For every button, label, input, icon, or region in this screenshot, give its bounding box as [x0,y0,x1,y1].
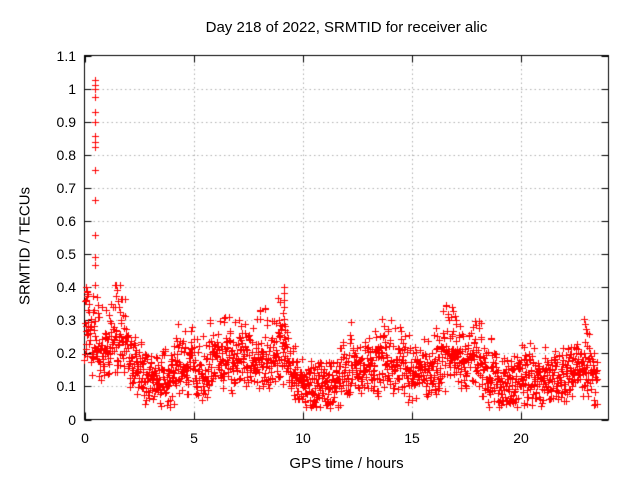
x-tick-label: 5 [190,430,198,446]
x-tick-label: 15 [404,430,420,446]
chart-title: Day 218 of 2022, SRMTID for receiver ali… [205,19,488,36]
y-tick-label: 0.4 [56,279,76,295]
y-tick-label: 0.5 [56,246,76,262]
y-tick-label: 0.7 [56,180,76,196]
x-tick-label: 0 [81,430,89,446]
y-tick-label: 0.3 [56,312,76,328]
y-tick-label: 1.1 [56,48,76,64]
y-tick-label: 0 [68,412,76,428]
x-tick-label: 10 [295,430,311,446]
y-tick-label: 0.6 [56,213,76,229]
x-tick-label: 20 [513,430,529,446]
y-tick-label: 0.9 [56,114,76,130]
x-axis-label: GPS time / hours [289,455,404,472]
y-tick-label: 1 [68,81,76,97]
y-tick-label: 0.1 [56,378,76,394]
y-tick-label: 0.2 [56,345,76,361]
y-tick-label: 0.8 [56,147,76,163]
